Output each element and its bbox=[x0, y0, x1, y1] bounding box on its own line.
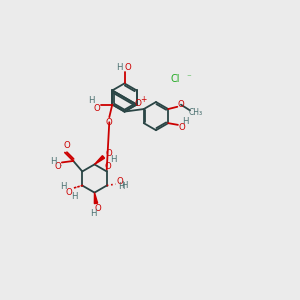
Polygon shape bbox=[94, 193, 98, 204]
Text: O: O bbox=[94, 204, 101, 213]
Text: H: H bbox=[110, 155, 117, 164]
Text: O: O bbox=[134, 98, 141, 108]
Text: H: H bbox=[60, 182, 66, 191]
Text: +: + bbox=[140, 95, 146, 104]
Text: .: . bbox=[59, 158, 62, 168]
Text: H: H bbox=[122, 181, 128, 190]
Text: O: O bbox=[106, 149, 112, 158]
Text: O: O bbox=[116, 176, 123, 185]
Text: O: O bbox=[54, 161, 61, 170]
Text: Cl: Cl bbox=[171, 74, 180, 85]
Text: O: O bbox=[65, 188, 72, 197]
Polygon shape bbox=[94, 156, 105, 164]
Text: O: O bbox=[63, 141, 70, 150]
Text: H: H bbox=[90, 208, 96, 217]
Text: H: H bbox=[88, 97, 94, 106]
Text: O: O bbox=[178, 123, 185, 132]
Text: O: O bbox=[93, 104, 100, 112]
Text: H: H bbox=[116, 63, 122, 72]
Text: CH₃: CH₃ bbox=[188, 108, 203, 117]
Text: H: H bbox=[118, 182, 124, 191]
Text: O: O bbox=[104, 162, 111, 171]
Text: H: H bbox=[50, 157, 56, 166]
Text: H: H bbox=[70, 192, 77, 201]
Text: ⁻: ⁻ bbox=[186, 73, 191, 82]
Text: H: H bbox=[182, 117, 189, 126]
Text: O: O bbox=[106, 118, 113, 127]
Text: O: O bbox=[125, 63, 131, 72]
Text: O: O bbox=[178, 100, 184, 109]
